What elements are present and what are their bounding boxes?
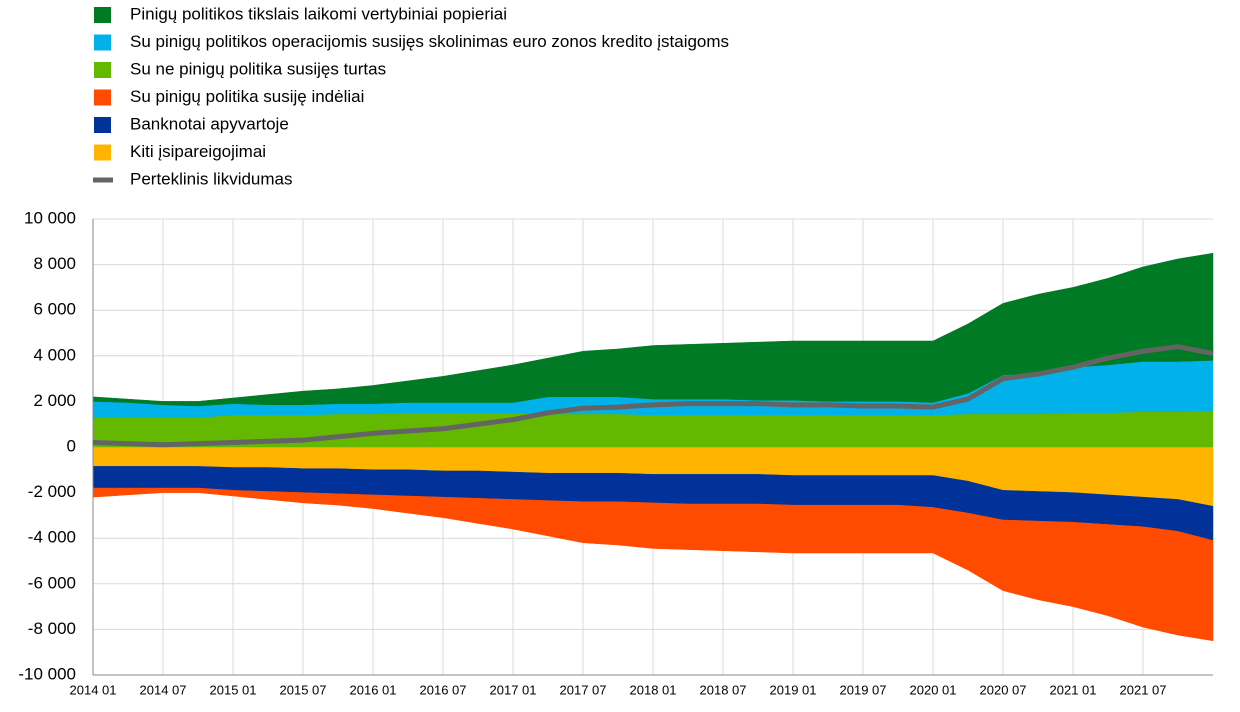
x-tick-label: 2019 01 <box>770 682 817 697</box>
x-tick-label: 2014 01 <box>70 682 117 697</box>
x-tick-label: 2018 01 <box>630 682 677 697</box>
x-tick-label: 2017 07 <box>560 682 607 697</box>
y-tick-label: 0 <box>67 436 76 455</box>
legend-label: Su pinigų politikos operacijomis susijęs… <box>130 32 729 51</box>
legend-label: Banknotai apyvartoje <box>130 114 289 133</box>
legend-swatch <box>94 117 111 133</box>
y-tick-label: 6 000 <box>33 300 76 319</box>
legend-label: Kiti įsipareigojimai <box>130 142 266 161</box>
x-tick-label: 2016 01 <box>350 682 397 697</box>
legend-label: Su ne pinigų politika susijęs turtas <box>130 59 386 78</box>
x-tick-label: 2021 07 <box>1120 682 1167 697</box>
line <box>92 344 1214 448</box>
area <box>92 487 1214 642</box>
y-tick-label: -6 000 <box>28 573 76 592</box>
legend-swatch <box>94 144 111 161</box>
x-tick-label: 2018 07 <box>700 682 747 697</box>
x-tick-label: 2019 07 <box>840 682 887 697</box>
x-tick-label: 2017 01 <box>490 682 537 697</box>
y-tick-label: -10 000 <box>18 664 76 683</box>
legend-swatch <box>94 7 111 23</box>
y-tick-label: 10 000 <box>24 208 76 227</box>
y-tick-label: 4 000 <box>33 345 76 364</box>
legend-label: Perteklinis likvidumas <box>130 169 293 188</box>
y-tick-label: 2 000 <box>33 391 76 410</box>
x-tick-label: 2021 01 <box>1050 682 1097 697</box>
x-tick-label: 2015 01 <box>210 682 257 697</box>
x-tick-label: 2015 07 <box>280 682 327 697</box>
area <box>92 252 1214 407</box>
legend-label: Su pinigų politika susiję indėliai <box>130 87 364 106</box>
x-tick-label: 2020 07 <box>980 682 1027 697</box>
x-tick-label: 2014 07 <box>140 682 187 697</box>
x-tick-label: 2020 01 <box>910 682 957 697</box>
y-tick-label: -2 000 <box>28 482 76 501</box>
legend-swatch <box>94 34 111 51</box>
legend-label: Pinigų politikos tikslais laikomi vertyb… <box>130 4 507 23</box>
y-tick-label: -8 000 <box>28 619 76 638</box>
legend-swatch <box>94 62 111 78</box>
legend-swatch <box>94 89 111 106</box>
y-tick-label: -4 000 <box>28 528 76 547</box>
y-tick-label: 8 000 <box>33 254 76 273</box>
x-tick-label: 2016 07 <box>420 682 467 697</box>
